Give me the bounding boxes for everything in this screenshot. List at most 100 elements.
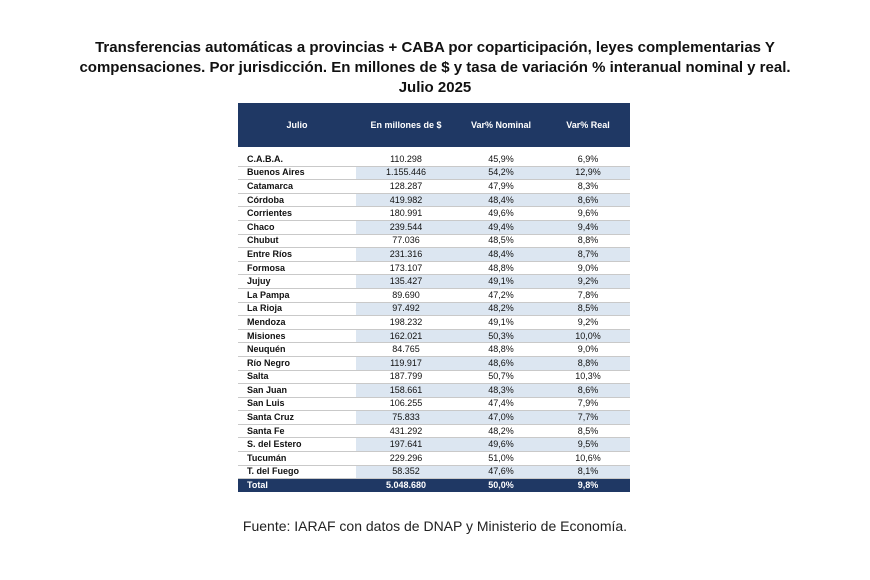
header-julio: Julio: [238, 103, 356, 153]
table-row: Entre Ríos 231.316 48,4% 8,7%: [238, 247, 630, 262]
row-var-nominal: 48,4%: [456, 247, 546, 262]
row-var-nominal: 48,2%: [456, 302, 546, 317]
row-var-nominal: 47,6%: [456, 465, 546, 480]
row-var-real: 8,6%: [546, 383, 630, 398]
row-var-real: 8,6%: [546, 193, 630, 208]
row-name: Córdoba: [238, 193, 356, 208]
row-millones: 239.544: [356, 220, 456, 235]
table-row: Catamarca 128.287 47,9% 8,3%: [238, 179, 630, 194]
row-name: Corrientes: [238, 206, 356, 221]
row-millones: 75.833: [356, 410, 456, 425]
row-var-real: 6,9%: [546, 150, 630, 167]
total-row: Total 5.048.680 50,0% 9,8%: [238, 478, 630, 493]
row-var-nominal: 49,4%: [456, 220, 546, 235]
row-var-real: 8,7%: [546, 247, 630, 262]
row-var-nominal: 48,2%: [456, 424, 546, 439]
row-name: San Juan: [238, 383, 356, 398]
row-var-real: 9,2%: [546, 315, 630, 330]
row-millones: 119.917: [356, 356, 456, 371]
table-row: La Pampa 89.690 47,2% 7,8%: [238, 288, 630, 303]
row-name: Formosa: [238, 261, 356, 276]
row-var-real: 7,8%: [546, 288, 630, 303]
row-var-nominal: 50,3%: [456, 329, 546, 344]
table-row: Córdoba 419.982 48,4% 8,6%: [238, 193, 630, 208]
row-var-nominal: 47,4%: [456, 397, 546, 412]
total-nominal: 50,0%: [456, 478, 546, 493]
row-millones: 128.287: [356, 179, 456, 194]
row-var-real: 9,6%: [546, 206, 630, 221]
table-row: S. del Estero 197.641 49,6% 9,5%: [238, 437, 630, 453]
row-millones: 84.765: [356, 342, 456, 357]
row-var-nominal: 49,1%: [456, 315, 546, 330]
table-row: San Luis 106.255 47,4% 7,9%: [238, 397, 630, 412]
row-var-real: 8,8%: [546, 356, 630, 371]
row-name: Salta: [238, 370, 356, 385]
row-var-real: 8,8%: [546, 234, 630, 249]
row-millones: 180.991: [356, 206, 456, 221]
row-millones: 89.690: [356, 288, 456, 303]
row-name: Chaco: [238, 220, 356, 235]
row-var-real: 10,0%: [546, 329, 630, 344]
row-millones: 110.298: [356, 150, 456, 167]
row-name: C.A.B.A.: [238, 150, 356, 167]
row-var-nominal: 48,3%: [456, 383, 546, 398]
row-var-real: 8,5%: [546, 302, 630, 317]
row-var-real: 8,3%: [546, 179, 630, 194]
row-millones: 158.661: [356, 383, 456, 398]
row-var-nominal: 48,8%: [456, 261, 546, 276]
row-name: Santa Cruz: [238, 410, 356, 425]
row-var-nominal: 54,2%: [456, 166, 546, 181]
row-millones: 58.352: [356, 465, 456, 480]
table-row: Buenos Aires 1.155.446 54,2% 12,9%: [238, 166, 630, 181]
table-row: Río Negro 119.917 48,6% 8,8%: [238, 356, 630, 371]
row-var-real: 10,3%: [546, 370, 630, 385]
table-row: La Rioja 97.492 48,2% 8,5%: [238, 302, 630, 317]
row-millones: 1.155.446: [356, 166, 456, 181]
row-name: Misiones: [238, 329, 356, 344]
table-row: Jujuy 135.427 49,1% 9,2%: [238, 274, 630, 289]
table-row: Tucumán 229.296 51,0% 10,6%: [238, 451, 630, 466]
row-name: Santa Fe: [238, 424, 356, 439]
row-name: Tucumán: [238, 451, 356, 466]
row-millones: 431.292: [356, 424, 456, 439]
row-name: T. del Fuego: [238, 465, 356, 480]
row-millones: 97.492: [356, 302, 456, 317]
row-var-real: 9,4%: [546, 220, 630, 235]
row-millones: 197.641: [356, 437, 456, 453]
row-name: Jujuy: [238, 274, 356, 289]
row-name: La Rioja: [238, 302, 356, 317]
row-var-nominal: 51,0%: [456, 451, 546, 466]
table-row: Salta 187.799 50,7% 10,3%: [238, 370, 630, 385]
row-name: S. del Estero: [238, 437, 356, 453]
total-label: Total: [238, 478, 356, 493]
row-var-real: 7,9%: [546, 397, 630, 412]
row-millones: 231.316: [356, 247, 456, 262]
row-var-real: 10,6%: [546, 451, 630, 466]
row-millones: 198.232: [356, 315, 456, 330]
row-name: La Pampa: [238, 288, 356, 303]
row-var-nominal: 48,8%: [456, 342, 546, 357]
header-var-nominal: Var% Nominal: [456, 103, 546, 153]
row-millones: 106.255: [356, 397, 456, 412]
row-var-nominal: 48,5%: [456, 234, 546, 249]
row-name: Chubut: [238, 234, 356, 249]
row-var-nominal: 50,7%: [456, 370, 546, 385]
row-var-nominal: 48,4%: [456, 193, 546, 208]
row-var-nominal: 49,1%: [456, 274, 546, 289]
total-real: 9,8%: [546, 478, 630, 493]
row-var-nominal: 45,9%: [456, 150, 546, 167]
row-name: Neuquén: [238, 342, 356, 357]
table-row: Chubut 77.036 48,5% 8,8%: [238, 234, 630, 249]
page-title: Transferencias automáticas a provincias …: [79, 39, 791, 96]
table-row: Neuquén 84.765 48,8% 9,0%: [238, 342, 630, 357]
header-millones: En millones de $: [356, 103, 456, 153]
table-row: Mendoza 198.232 49,1% 9,2%: [238, 315, 630, 330]
row-var-real: 7,7%: [546, 410, 630, 425]
row-name: San Luis: [238, 397, 356, 412]
header-var-real: Var% Real: [546, 103, 630, 153]
table-row: Formosa 173.107 48,8% 9,0%: [238, 261, 630, 276]
transfers-table: Julio En millones de $ Var% Nominal Var%…: [238, 103, 630, 493]
row-var-nominal: 49,6%: [456, 206, 546, 221]
row-var-nominal: 47,2%: [456, 288, 546, 303]
source-note: Fuente: IARAF con datos de DNAP y Minist…: [242, 518, 628, 534]
